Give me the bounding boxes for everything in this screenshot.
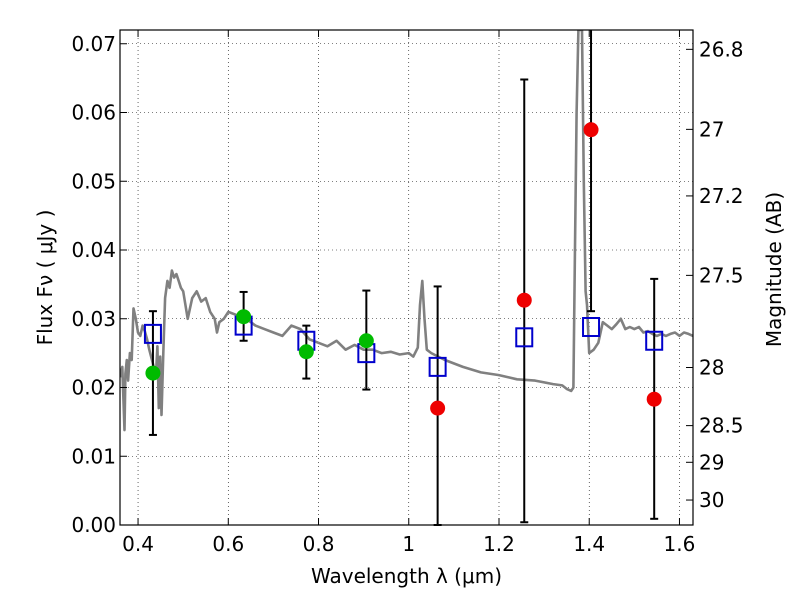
right-tick-label: 30 [699,488,724,512]
right-tick-label: 26.8 [699,37,744,61]
sed-model-line [120,30,693,432]
x-tick-label: 1 [402,532,415,556]
x-axis-label: Wavelength λ (μm) [311,564,502,588]
y-tick-label: 0.03 [71,307,116,331]
x-tick-label: 0.8 [303,532,335,556]
y-axis-label-left: Flux Fν ( μJy ) [33,210,57,346]
detected-flux-point [358,333,374,349]
nondetected-flux-point [516,292,532,308]
y-tick-label: 0.01 [71,444,116,468]
nondetected-flux-point [430,400,446,416]
nondetected-flux-point [646,391,662,407]
model-flux-marker [143,323,162,344]
x-tick-label: 0.6 [212,532,244,556]
right-tick-label: 29 [699,450,724,474]
y-tick-label: 0.02 [71,376,116,400]
model-flux-marker [515,327,534,348]
y-tick-label: 0.04 [71,238,116,262]
y-tick-label: 0.00 [71,513,116,537]
model-marker-group [143,315,664,377]
x-tick-label: 1.2 [483,532,515,556]
data-point-group [145,122,662,416]
detected-flux-point [236,309,252,325]
sed-curve-group [120,30,693,432]
plot-frame [119,29,694,526]
y-tick-label: 0.05 [71,169,116,193]
x-tick-label: 1.6 [664,532,696,556]
grid [120,30,693,526]
right-tick-label: 27.2 [699,184,744,208]
right-tick-label: 27 [699,117,724,141]
y-tick-label: 0.07 [71,32,116,56]
detected-flux-point [298,344,314,360]
x-tick-label: 1.4 [573,532,605,556]
x-tick-label: 0.4 [122,532,154,556]
y-axis-label-right: Magnitude (AB) [762,192,786,347]
nondetected-flux-point [583,122,599,138]
detected-flux-point [145,365,161,381]
model-flux-marker [582,317,601,337]
model-flux-marker [645,330,664,351]
right-tick-label: 28 [699,355,724,379]
right-tick-label: 28.5 [699,414,744,438]
tick-group: 0.4 0.6 0.8 1 1.2 1.4 1.6 0.00 0.01 0.02 0.03 0.04 0… [71,30,744,556]
model-flux-marker [428,356,447,377]
right-tick-label: 27.5 [699,263,744,287]
y-tick-label: 0.06 [71,101,116,125]
